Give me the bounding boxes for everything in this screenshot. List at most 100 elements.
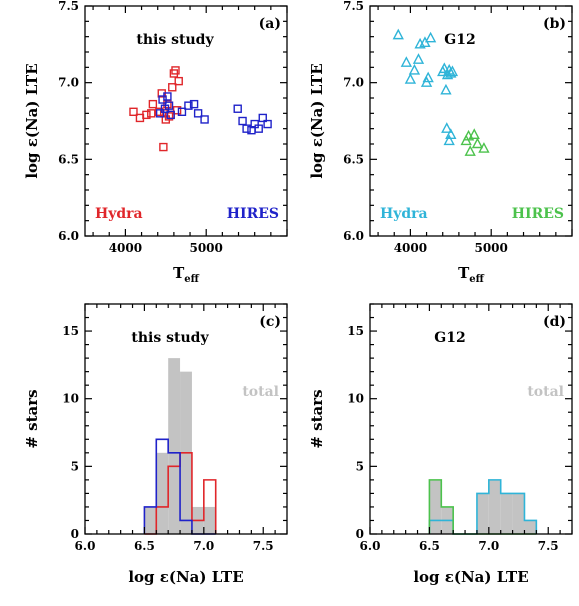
hist-bar-total: [429, 479, 442, 534]
y-tick-label: 6.0: [58, 229, 79, 243]
point-hydra: [438, 62, 450, 74]
point-hydra: [147, 109, 156, 118]
y-axis-label: # stars: [308, 389, 326, 448]
point-hydra: [446, 65, 459, 77]
x-axis-label: log ε(Na) LTE: [128, 568, 243, 586]
hist-bar-total: [512, 493, 525, 534]
panel-d: 0 5 10 15 6.0 6.5 7.0 7.5 # stars log ε(Na) LTE G1…: [308, 303, 573, 586]
y-tick-label: 7.0: [58, 76, 79, 90]
point-hydra: [424, 31, 437, 43]
hist-bar-total: [500, 493, 513, 534]
x-tick-label: 7.5: [253, 539, 274, 553]
point-hydra: [129, 107, 138, 117]
x-axis-label: Teff: [458, 264, 485, 285]
panel-label: (a): [259, 16, 281, 32]
panel-title: this study: [136, 32, 214, 48]
x-tick-label: 7.5: [538, 539, 559, 553]
point-hires: [263, 119, 272, 129]
point-hydra: [440, 83, 452, 95]
panel-title: G12: [434, 330, 465, 346]
panel-c: 0 5 10 15 6.0 6.5 7.0 7.5 # stars log ε(Na) LTE th…: [23, 303, 288, 586]
x-tick-label: 7.0: [478, 539, 499, 553]
x-tick-label: 6.0: [75, 539, 96, 553]
point-hydra: [408, 63, 421, 75]
y-tick-label: 7.0: [343, 76, 364, 90]
point-hydra: [171, 66, 180, 75]
y-tick-label: 7.5: [343, 0, 364, 13]
point-hydra: [404, 73, 417, 84]
point-hires: [184, 101, 193, 110]
point-hires: [164, 101, 174, 110]
point-hydra: [142, 110, 151, 120]
point-hires: [193, 109, 203, 118]
y-tick-label: 6.0: [343, 229, 364, 243]
point-hires: [238, 116, 247, 126]
hist-bar-total: [476, 493, 489, 534]
panel-label: (b): [543, 16, 566, 32]
point-hires: [464, 145, 476, 156]
total-label: total: [242, 384, 279, 400]
group-label-hydra: Hydra: [95, 206, 143, 222]
point-hydra: [174, 76, 183, 86]
point-hires: [478, 142, 490, 153]
point-hires: [200, 115, 209, 124]
hist-bar-total: [203, 506, 216, 534]
point-hires: [471, 137, 484, 149]
point-hydra: [172, 106, 182, 115]
y-axis-label: # stars: [23, 389, 41, 448]
y-tick-label: 6.5: [343, 152, 364, 166]
total-label: total: [527, 384, 564, 400]
x-tick-label: 7.0: [193, 539, 214, 553]
x-tick-label: 6.0: [360, 539, 381, 553]
x-tick-label: 6.5: [134, 539, 155, 553]
point-hires: [468, 128, 480, 140]
panel-title: this study: [131, 330, 209, 346]
x-tick-label: 4000: [394, 241, 427, 255]
point-hydra: [400, 56, 413, 67]
group-label-hires: HIRES: [227, 206, 279, 222]
y-tick-label: 6.5: [58, 152, 79, 166]
plot-frame: [369, 303, 573, 535]
plot-frame: [369, 5, 573, 237]
y-tick-label: 0: [356, 527, 364, 541]
plot-frame: [84, 303, 288, 535]
point-hires: [258, 113, 267, 123]
hist-bar-total: [488, 479, 501, 534]
x-tick-label: 5000: [474, 241, 507, 255]
group-label-hydra: Hydra: [380, 206, 428, 222]
y-axis-label: log ε(Na) LTE: [23, 63, 41, 178]
plot-frame: [84, 5, 288, 237]
y-tick-label: 10: [62, 392, 79, 406]
point-hires: [163, 92, 172, 101]
panel-a: 6.0 6.5 7.0 7.5 4000 5000 log ε(Na) LTE Teff thi…: [23, 0, 288, 285]
y-tick-label: 5: [71, 459, 79, 473]
point-hires: [233, 104, 242, 113]
panel-label: (d): [543, 314, 566, 330]
point-hydra: [148, 99, 158, 109]
point-hydra: [412, 53, 425, 64]
panel-title: G12: [444, 32, 475, 48]
x-tick-label: 5000: [189, 241, 222, 255]
point-hires: [177, 107, 187, 117]
hist-bar-total: [524, 520, 537, 534]
point-hires: [254, 124, 263, 133]
point-hires: [242, 124, 251, 133]
x-axis-label: Teff: [173, 264, 200, 285]
point-hydra: [159, 142, 168, 152]
panel-label: (c): [259, 314, 281, 330]
point-hydra: [445, 128, 457, 140]
y-tick-label: 15: [347, 324, 364, 338]
point-hires: [189, 99, 199, 109]
hist-bar-total: [168, 358, 181, 534]
hist-bar-total: [144, 506, 157, 534]
hist-bar-total: [156, 452, 169, 534]
point-hydra: [443, 134, 455, 146]
y-tick-label: 15: [62, 324, 79, 338]
y-tick-label: 5: [356, 459, 364, 473]
point-hydra: [422, 71, 434, 83]
y-axis-label: log ε(Na) LTE: [308, 63, 326, 178]
x-tick-label: 6.5: [419, 539, 440, 553]
y-tick-label: 10: [347, 392, 364, 406]
point-hydra: [441, 122, 453, 133]
